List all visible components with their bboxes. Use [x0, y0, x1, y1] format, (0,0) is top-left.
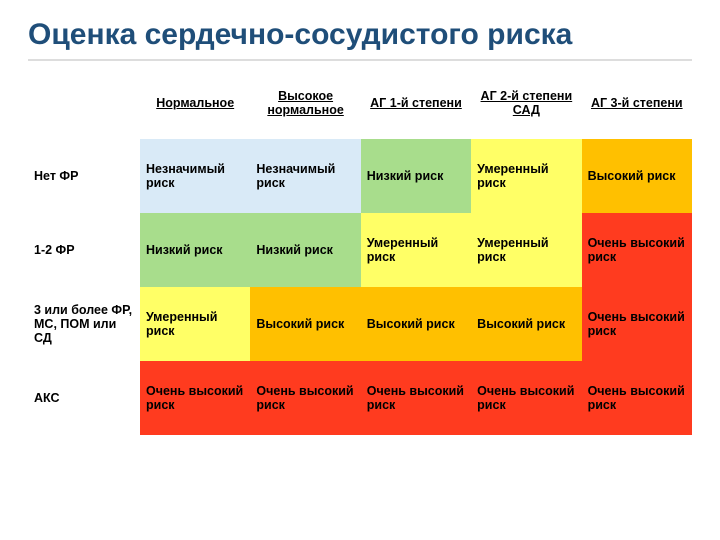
row-header: АКС [28, 361, 140, 435]
table-body: Нет ФР Незначимый риск Незначимый риск Н… [28, 139, 692, 435]
slide: Оценка сердечно-сосудистого риска Нормал… [0, 0, 720, 540]
table-row: 1-2 ФР Низкий риск Низкий риск Умеренный… [28, 213, 692, 287]
col-header: АГ 1-й степени [361, 67, 471, 139]
risk-cell: Умеренный риск [361, 213, 471, 287]
risk-cell: Высокий риск [361, 287, 471, 361]
col-header: Нормальное [140, 67, 250, 139]
risk-cell: Очень высокий риск [140, 361, 250, 435]
row-header: 3 или более ФР, МС, ПОМ или СД [28, 287, 140, 361]
col-header: Высокое нормальное [250, 67, 360, 139]
risk-table: Нормальное Высокое нормальное АГ 1-й сте… [28, 67, 692, 435]
title-divider [28, 59, 692, 61]
col-header: АГ 2-й степени САД [471, 67, 581, 139]
risk-cell: Низкий риск [361, 139, 471, 213]
risk-cell: Очень высокий риск [582, 361, 692, 435]
table-row: АКС Очень высокий риск Очень высокий рис… [28, 361, 692, 435]
risk-cell: Очень высокий риск [471, 361, 581, 435]
risk-cell: Высокий риск [471, 287, 581, 361]
risk-cell: Очень высокий риск [361, 361, 471, 435]
risk-cell: Умеренный риск [140, 287, 250, 361]
risk-cell: Очень высокий риск [250, 361, 360, 435]
page-title: Оценка сердечно-сосудистого риска [28, 18, 692, 51]
risk-cell: Умеренный риск [471, 139, 581, 213]
row-header: 1-2 ФР [28, 213, 140, 287]
col-header: АГ 3-й степени [582, 67, 692, 139]
risk-cell: Высокий риск [582, 139, 692, 213]
corner-cell [28, 67, 140, 139]
risk-cell: Очень высокий риск [582, 287, 692, 361]
risk-cell: Незначимый риск [140, 139, 250, 213]
risk-cell: Низкий риск [250, 213, 360, 287]
risk-cell: Умеренный риск [471, 213, 581, 287]
risk-cell: Высокий риск [250, 287, 360, 361]
row-header: Нет ФР [28, 139, 140, 213]
header-row: Нормальное Высокое нормальное АГ 1-й сте… [28, 67, 692, 139]
table-row: Нет ФР Незначимый риск Незначимый риск Н… [28, 139, 692, 213]
risk-cell: Очень высокий риск [582, 213, 692, 287]
risk-cell: Незначимый риск [250, 139, 360, 213]
table-row: 3 или более ФР, МС, ПОМ или СД Умеренный… [28, 287, 692, 361]
risk-cell: Низкий риск [140, 213, 250, 287]
